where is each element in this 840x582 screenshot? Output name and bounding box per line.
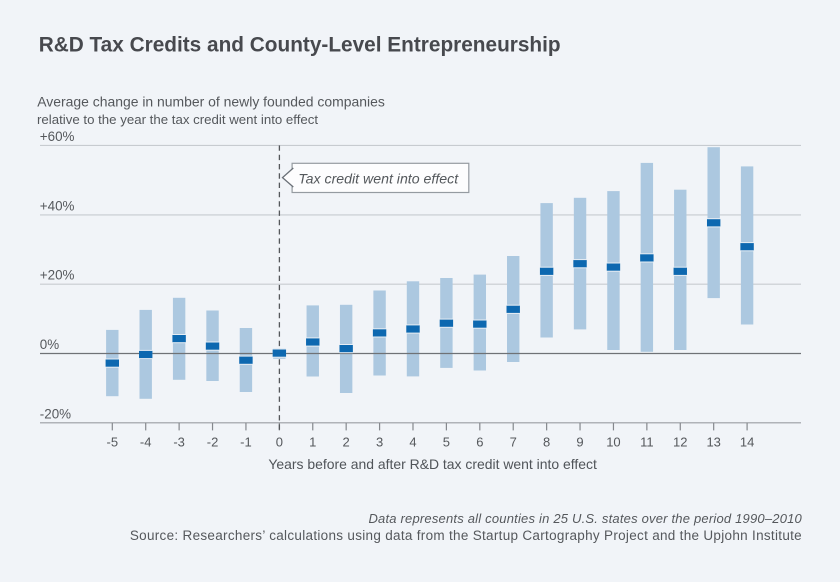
svg-text:12: 12 [673, 434, 687, 449]
svg-text:1: 1 [309, 434, 316, 449]
svg-text:4: 4 [409, 434, 416, 449]
svg-text:Source: Researchers’ calculati: Source: Researchers’ calculations using … [130, 528, 802, 543]
svg-text:+60%: +60% [40, 129, 75, 144]
svg-text:-3: -3 [173, 434, 185, 449]
svg-text:13: 13 [706, 434, 720, 449]
svg-text:14: 14 [740, 434, 754, 449]
svg-text:+40%: +40% [40, 198, 75, 213]
svg-text:8: 8 [543, 434, 550, 449]
svg-text:5: 5 [443, 434, 450, 449]
svg-text:+20%: +20% [40, 268, 75, 283]
svg-text:Years before and after R&D tax: Years before and after R&D tax credit we… [268, 456, 597, 472]
svg-text:0%: 0% [40, 337, 59, 352]
svg-text:relative to the year the tax c: relative to the year the tax credit went… [37, 112, 318, 127]
svg-text:Tax credit went into effect: Tax credit went into effect [298, 171, 459, 187]
svg-text:Data represents all counties i: Data represents all counties in 25 U.S. … [368, 511, 802, 526]
svg-text:-5: -5 [107, 434, 119, 449]
svg-text:Average change in number of ne: Average change in number of newly founde… [37, 94, 385, 110]
svg-text:11: 11 [640, 434, 654, 449]
svg-text:-20%: -20% [40, 406, 71, 421]
svg-text:9: 9 [576, 434, 583, 449]
svg-text:-4: -4 [140, 434, 152, 449]
svg-text:10: 10 [606, 434, 620, 449]
svg-text:7: 7 [510, 434, 517, 449]
svg-text:3: 3 [376, 434, 383, 449]
svg-text:R&D Tax Credits and County-Lev: R&D Tax Credits and County-Level Entrepr… [39, 34, 561, 57]
svg-text:-2: -2 [207, 434, 219, 449]
svg-text:6: 6 [476, 434, 483, 449]
svg-text:-1: -1 [240, 434, 252, 449]
svg-text:2: 2 [343, 434, 350, 449]
svg-text:0: 0 [276, 434, 283, 449]
